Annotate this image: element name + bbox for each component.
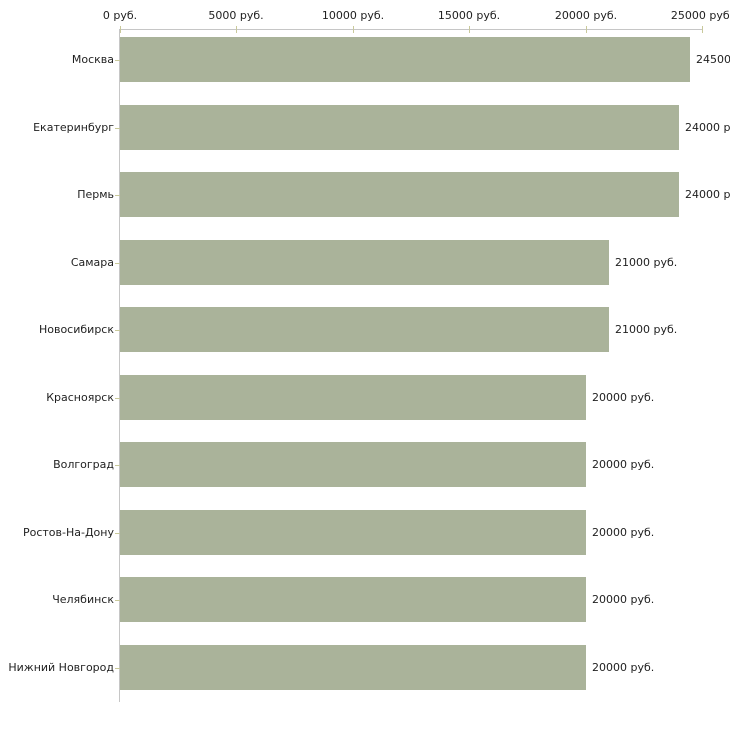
x-axis-tick [702,26,703,33]
bar [120,645,586,690]
category-label: Красноярск [46,391,114,404]
bar [120,105,679,150]
x-axis-tick [469,26,470,33]
category-tick [115,263,120,264]
category-tick [115,600,120,601]
x-axis-tick-label: 15000 руб. [437,9,501,22]
category-label: Пермь [77,188,114,201]
y-axis-line [119,29,120,702]
bar [120,172,679,217]
bar [120,240,609,285]
category-tick [115,60,120,61]
value-label: 24000 руб. [685,121,730,134]
x-axis-tick-label: 25000 руб. [670,9,730,22]
x-axis-tick [120,26,121,33]
category-tick [115,195,120,196]
category-label: Екатеринбург [33,121,114,134]
bar [120,37,690,82]
x-axis-tick-label: 10000 руб. [321,9,385,22]
x-axis-tick-label: 20000 руб. [554,9,618,22]
category-label: Волгоград [53,458,114,471]
value-label: 20000 руб. [592,526,655,539]
bar [120,375,586,420]
category-tick [115,668,120,669]
bar [120,442,586,487]
bar [120,307,609,352]
category-tick [115,398,120,399]
value-label: 20000 руб. [592,593,655,606]
category-tick [115,128,120,129]
category-tick [115,465,120,466]
x-axis-tick-label: 0 руб. [102,9,138,22]
value-label: 24000 руб. [685,188,730,201]
value-label: 20000 руб. [592,391,655,404]
x-axis-tick [353,26,354,33]
x-axis-tick [586,26,587,33]
value-label: 20000 руб. [592,458,655,471]
category-label: Челябинск [52,593,114,606]
value-label: 20000 руб. [592,661,655,674]
x-axis-tick [236,26,237,33]
category-label: Ростов-На-Дону [22,526,114,539]
bar [120,577,586,622]
x-axis-line [120,29,703,30]
category-tick [115,330,120,331]
bar [120,510,586,555]
x-axis-tick-label: 5000 руб. [208,9,264,22]
category-label: Новосибирск [38,323,114,336]
category-tick [115,533,120,534]
value-label: 21000 руб. [615,323,678,336]
category-label: Москва [71,53,114,66]
category-label: Самара [70,256,114,269]
category-label: Нижний Новгород [8,661,114,674]
value-label: 21000 руб. [615,256,678,269]
value-label: 24500 руб. [696,53,730,66]
